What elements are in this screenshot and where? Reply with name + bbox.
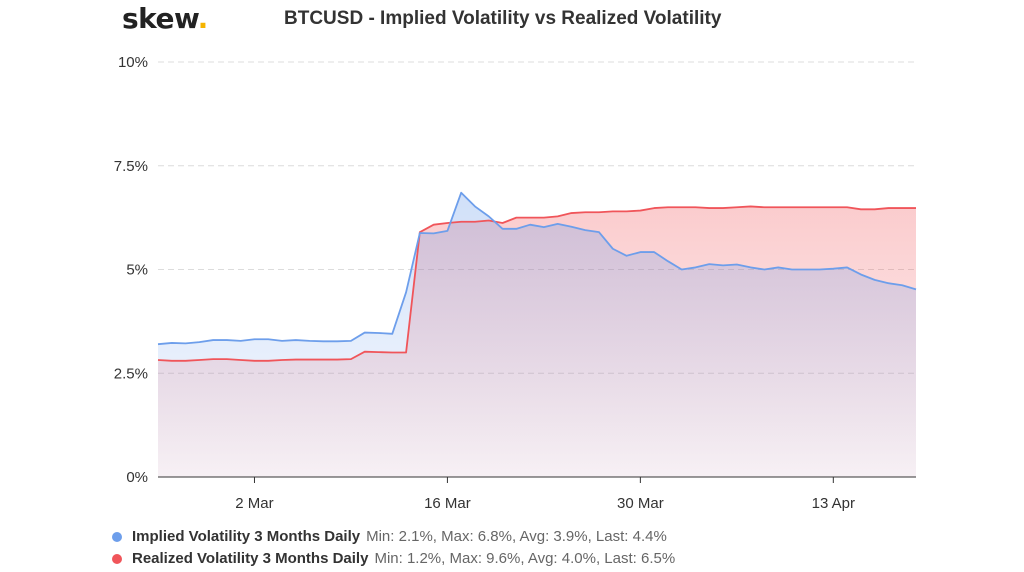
x-tick-label: 16 Mar bbox=[424, 495, 471, 512]
chart-title: BTCUSD - Implied Volatility vs Realized … bbox=[284, 8, 722, 29]
realized-volatility-line[interactable] bbox=[157, 205, 916, 362]
y-tick-label: 2.5% bbox=[114, 365, 148, 382]
legend-item-realized[interactable]: Realized Volatility 3 Months Daily Min: … bbox=[112, 548, 675, 570]
y-tick-label: 7.5% bbox=[114, 158, 148, 175]
legend: Implied Volatility 3 Months Daily Min: 2… bbox=[112, 526, 675, 570]
implied-series-marker-icon bbox=[112, 532, 122, 542]
realized-series-marker-icon bbox=[112, 554, 122, 564]
x-tick-label: 13 Apr bbox=[812, 495, 855, 512]
implied-volatility-area bbox=[158, 192, 916, 478]
x-tick-label: 30 Mar bbox=[617, 495, 664, 512]
y-tick-label: 0% bbox=[126, 469, 148, 486]
legend-item-implied[interactable]: Implied Volatility 3 Months Daily Min: 2… bbox=[112, 526, 675, 548]
skew-logo: skew. bbox=[122, 2, 208, 35]
series-lines bbox=[157, 191, 917, 362]
series-areas bbox=[158, 192, 916, 478]
volatility-chart: 0% 2.5% 5% 7.5% 10% 2 Mar 16 Mar 30 Mar 13 Apr bbox=[114, 54, 917, 512]
legend-stats-realized: Min: 1.2%, Max: 9.6%, Avg: 4.0%, Last: 6… bbox=[374, 550, 676, 567]
implied-volatility-line[interactable] bbox=[157, 191, 917, 346]
y-tick-label: 5% bbox=[126, 262, 148, 279]
legend-label-implied: Implied Volatility 3 Months Daily bbox=[132, 528, 361, 545]
legend-label-realized: Realized Volatility 3 Months Daily bbox=[132, 550, 369, 567]
x-tick-label: 2 Mar bbox=[235, 495, 273, 512]
y-tick-label: 10% bbox=[118, 54, 148, 71]
legend-stats-implied: Min: 2.1%, Max: 6.8%, Avg: 3.9%, Last: 4… bbox=[366, 528, 667, 545]
axes: 0% 2.5% 5% 7.5% 10% 2 Mar 16 Mar 30 Mar 13 Apr bbox=[114, 54, 916, 512]
